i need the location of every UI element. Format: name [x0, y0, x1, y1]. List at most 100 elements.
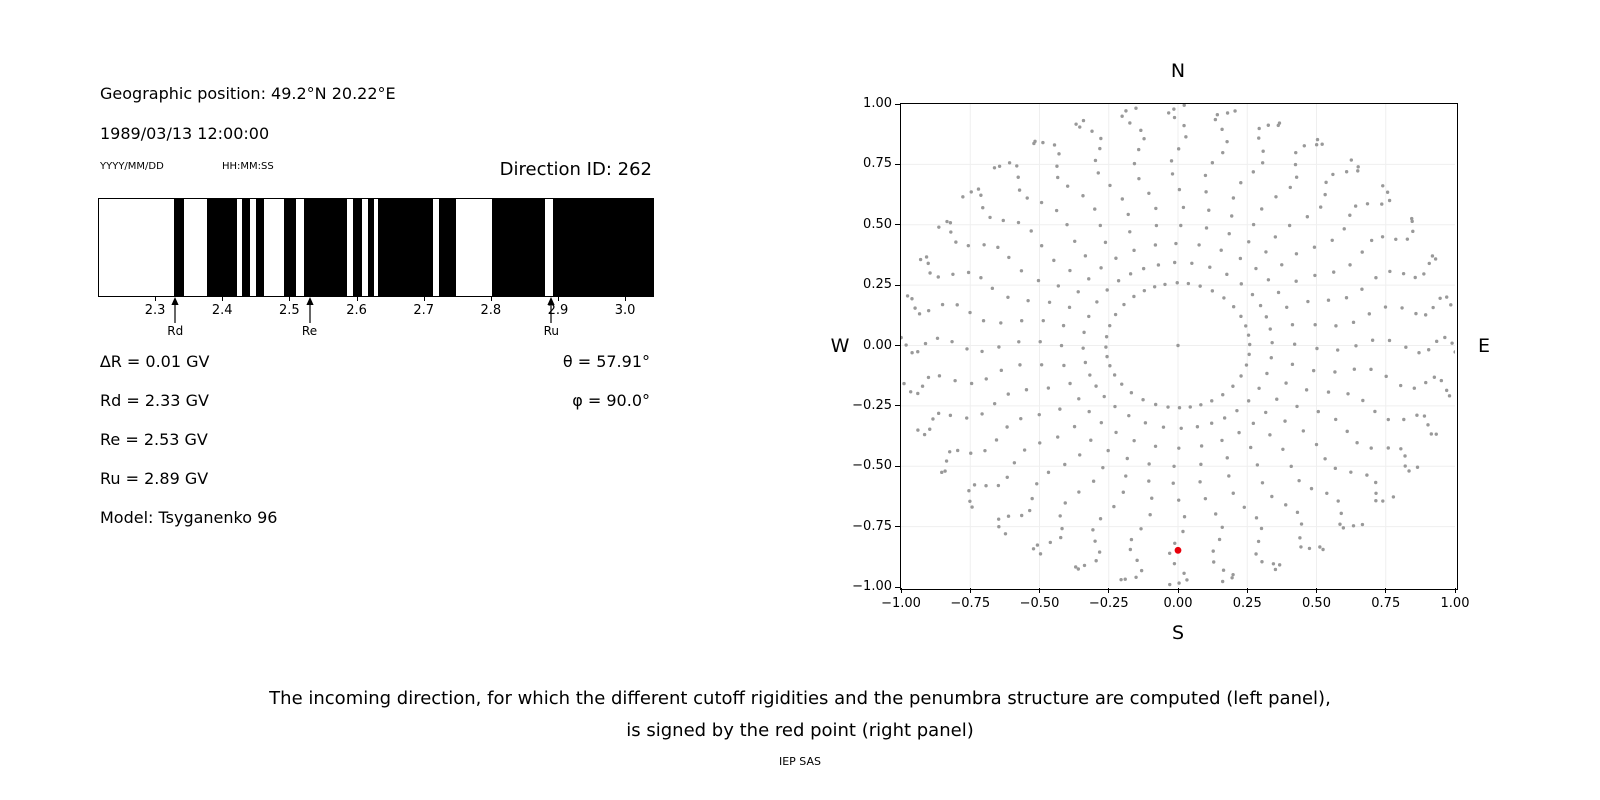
direction-dot [1172, 115, 1177, 120]
direction-dot [948, 413, 953, 418]
y-tick-mark [895, 103, 900, 105]
y-tick-label: 0.50 [863, 216, 892, 232]
direction-dot [1273, 567, 1278, 572]
direction-dot [1365, 473, 1369, 477]
direction-dot [1225, 272, 1229, 277]
direction-dot [1095, 300, 1099, 304]
y-tick-mark [895, 163, 900, 165]
direction-dot [966, 243, 971, 248]
direction-dot [1182, 515, 1187, 519]
direction-dot [1137, 176, 1141, 181]
direction-dot [997, 345, 1001, 349]
direction-dot [1001, 218, 1005, 223]
direction-dot [1134, 575, 1138, 580]
penumbra-band [207, 199, 238, 296]
x-tick-mark [1385, 588, 1387, 593]
direction-dot [1172, 107, 1176, 111]
direction-dot [916, 391, 920, 396]
info-line: ∆R = 0.01 GV [100, 352, 210, 371]
direction-dot [1093, 207, 1097, 211]
direction-dot [955, 303, 959, 307]
direction-dot [1220, 127, 1224, 132]
direction-dot [1026, 298, 1030, 303]
direction-dot [1181, 529, 1185, 534]
direction-dot [1102, 394, 1106, 399]
direction-dot [905, 294, 910, 298]
direction-dots [901, 104, 1455, 587]
direction-dot [1039, 244, 1044, 248]
direction-dot [968, 310, 972, 315]
direction-dot [1104, 345, 1108, 349]
direction-dot [1150, 496, 1154, 500]
direction-dot [1018, 363, 1022, 367]
direction-dot [1333, 466, 1338, 471]
direction-dot [1132, 161, 1137, 166]
direction-dot [1073, 239, 1077, 244]
direction-dot [1019, 269, 1024, 273]
direction-dot [1204, 190, 1208, 194]
direction-dot [1152, 285, 1157, 289]
direction-dot [1309, 486, 1314, 491]
direction-dot [999, 368, 1004, 373]
direction-dot [1108, 364, 1112, 368]
direction-dot [1022, 448, 1027, 452]
direction-dot [1219, 248, 1223, 252]
direction-dot [1231, 305, 1236, 309]
direction-dot [1089, 438, 1093, 442]
direction-dot [1096, 171, 1100, 175]
x-tick-mark [1177, 588, 1179, 593]
direction-dot [1099, 420, 1104, 425]
direction-dot [1399, 447, 1403, 451]
direction-dot [1294, 279, 1298, 283]
direction-dot [1344, 296, 1349, 300]
penumbra-tick-mark [356, 297, 358, 301]
direction-dot [910, 297, 914, 301]
direction-dot [1154, 206, 1158, 211]
direction-dot [1313, 273, 1317, 278]
direction-dot [1257, 126, 1261, 131]
compass-north-label: N [1170, 60, 1186, 82]
y-tick-mark [895, 284, 900, 286]
direction-dot [936, 411, 941, 416]
direction-dot [1082, 563, 1087, 568]
direction-dot [1038, 441, 1042, 445]
direction-dot [1373, 409, 1377, 414]
direction-dot [1349, 470, 1353, 474]
direction-dot [1434, 339, 1439, 344]
cutoff-marker-re: Re [290, 297, 330, 338]
direction-dot [1104, 335, 1109, 339]
direction-dot [1280, 263, 1284, 267]
direction-dot [1093, 539, 1097, 543]
direction-dot [1257, 136, 1261, 140]
direction-dot [1276, 290, 1281, 295]
direction-dot [1097, 550, 1102, 554]
direction-dot [1006, 514, 1011, 518]
direction-dot [1323, 192, 1327, 197]
penumbra-band [368, 199, 374, 296]
direction-dot [1449, 303, 1453, 307]
x-tick-label: −0.25 [1088, 596, 1129, 611]
direction-dot [1307, 546, 1312, 551]
direction-dot [948, 450, 952, 454]
direction-map-plot [900, 103, 1458, 590]
direction-dot [1221, 393, 1225, 397]
direction-dot [1294, 175, 1299, 179]
direction-dot [1367, 312, 1372, 316]
direction-dot [1410, 216, 1414, 221]
direction-dot [1177, 187, 1182, 192]
direction-dot [1434, 432, 1438, 436]
direction-dot [1266, 278, 1271, 282]
up-arrow-icon [305, 297, 314, 323]
direction-dot [982, 243, 986, 247]
x-tick-mark [969, 588, 971, 593]
direction-dot [1173, 541, 1177, 545]
direction-dot [1057, 152, 1061, 156]
direction-dot [1081, 118, 1086, 123]
compass-south-label: S [1171, 622, 1185, 644]
direction-dot [1179, 426, 1183, 430]
direction-dot [1105, 288, 1109, 292]
direction-dot [1356, 169, 1360, 173]
direction-dot [1405, 237, 1410, 241]
x-tick-label: −0.75 [950, 596, 991, 611]
direction-dot [1299, 522, 1304, 526]
